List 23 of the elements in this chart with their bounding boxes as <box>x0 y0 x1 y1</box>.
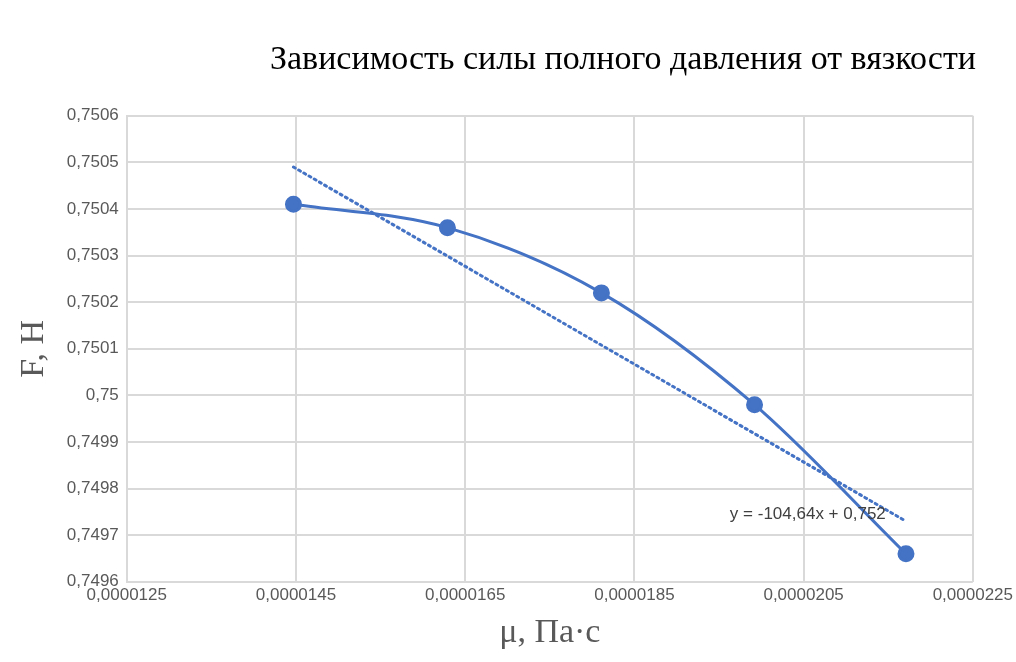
y-axis-title: F, Н <box>13 319 51 378</box>
y-tick-label: 0,7505 <box>66 152 119 172</box>
point <box>438 219 456 237</box>
y-tick-label: 0,7502 <box>66 291 119 311</box>
point <box>897 545 915 563</box>
point <box>284 195 302 213</box>
point <box>746 396 764 414</box>
y-tick-label: 0,7501 <box>66 338 119 358</box>
y-tick-label: 0,75 <box>85 385 119 405</box>
x-tick-label: 0,0000225 <box>932 584 1014 604</box>
y-tick-label: 0,7506 <box>66 105 119 125</box>
y-tick-label: 0,7497 <box>66 524 119 544</box>
chart-title: Зависимость силы полного давления от вязкости <box>269 39 976 77</box>
x-tick-label: 0,0000185 <box>594 584 675 604</box>
y-tick-label: 0,7498 <box>66 478 119 498</box>
x-axis-title: μ, Па·с <box>499 611 601 649</box>
point <box>592 284 610 302</box>
y-tick-label: 0,7499 <box>66 431 119 451</box>
y-tick-label: 0,7504 <box>66 198 119 218</box>
x-tick-label: 0,0000165 <box>425 584 506 604</box>
y-tick-label: 0,7503 <box>66 245 119 265</box>
x-tick-label: 0,0000205 <box>763 584 844 604</box>
x-tick-label: 0,0000145 <box>255 584 337 604</box>
